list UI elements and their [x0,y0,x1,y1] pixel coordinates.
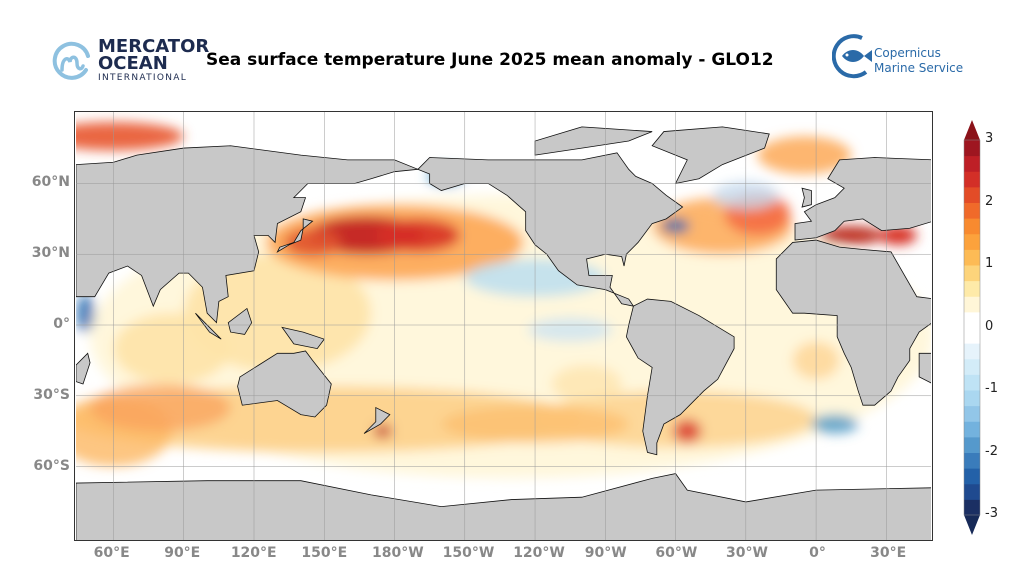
fish-icon [832,34,872,79]
colorbar-step [964,233,980,250]
lon-tick-label: 120°E [230,545,277,561]
lat-tick-label: 60°N [31,173,70,190]
colorbar-tick-label: 3 [985,131,994,146]
colorbar-step [964,436,980,453]
colorbar-step [964,499,980,516]
land-polygon [651,126,770,185]
lon-tick-label: 60°W [655,545,698,561]
colorbar-tick-label: 2 [985,193,994,209]
colorbar-max-arrow [964,120,980,140]
colorbar-step [964,311,980,328]
colorbar-step [964,155,980,172]
anomaly-patch [811,414,859,434]
colorbar-step [964,280,980,297]
colorbar-step [964,186,980,203]
mercator-line1: MERCATOR [98,36,210,57]
map-title: Sea surface temperature June 2025 mean a… [206,50,774,70]
colorbar-step [964,452,980,469]
land-polygon [75,473,932,540]
anomaly-patch [673,419,702,443]
lon-tick-label: 150°W [442,545,495,561]
mercator-line2: OCEAN [98,53,168,74]
lat-tick-label: 0° [53,316,70,332]
anomaly-patch [551,365,622,403]
land-polygon [625,298,735,456]
anomaly-patch [528,317,613,342]
colorbar-step [964,249,980,266]
colorbar-step [964,421,980,438]
lon-tick-label: 30°E [870,545,907,561]
colorbar-step [964,140,980,157]
anomaly-patch [375,218,461,252]
colorbar-tick-label: -3 [985,506,998,521]
colorbar [963,120,981,535]
colorbar-step [964,202,980,219]
lon-tick-label: 150°E [301,545,348,561]
anomaly-patch [75,294,95,333]
anomaly-patch [879,225,917,245]
land-polygon [534,126,653,156]
anomaly-patch [373,424,393,439]
copernicus-logo: Copernicus Marine Service [832,28,992,88]
mercator-ocean-logo: MERCATOR OCEAN INTERNATIONAL [50,38,209,86]
colorbar-step [964,483,980,500]
anomaly-patch [90,383,231,432]
land-masses [75,126,932,540]
colorbar-step [964,296,980,313]
gridlines [75,112,932,540]
lon-tick-label: 60°E [93,545,130,561]
lon-tick-label: 180°W [372,545,424,561]
colorbar-min-arrow [964,515,980,535]
anomaly-patch [757,136,852,175]
land-polygon [281,326,325,350]
lon-tick-label: 30°W [725,545,768,561]
lon-tick-label: 0° [809,545,826,561]
anomaly-patch [75,122,184,151]
lat-tick-label: 30°S [33,387,70,404]
land-polygon [195,312,222,340]
land-polygon [75,352,91,385]
colorbar-step [964,171,980,188]
colorbar-tick-label: -2 [985,443,998,459]
land-polygon [801,187,812,208]
lon-tick-label: 120°W [513,545,565,561]
land-polygon [276,218,314,253]
colorbar-step [964,343,980,360]
colorbar-tick-label: 0 [985,318,994,334]
lon-tick-label: 90°E [164,545,201,561]
colorbar-step [964,390,980,407]
land-polygon [775,239,932,406]
land-polygon [794,157,932,241]
colorbar-step [964,374,980,391]
colorbar-step [964,468,980,485]
colorbar-step [964,218,980,235]
copernicus-line1: Copernicus [874,46,941,60]
anomaly-patch [113,313,231,384]
mercator-wave-icon [52,41,90,80]
sst-anomaly-map [74,111,933,541]
mercator-line3: INTERNATIONAL [98,73,188,83]
land-polygon [417,152,684,307]
colorbar-step [964,327,980,344]
lat-tick-label: 60°S [33,458,70,475]
colorbar-tick-label: 1 [985,256,994,271]
land-polygon [227,307,253,335]
colorbar-tick-label: -1 [985,381,998,396]
copernicus-line2: Marine Service [874,61,964,75]
colorbar-step [964,265,980,282]
land-polygon [918,352,932,384]
colorbar-step [964,405,980,422]
lat-tick-label: 30°N [31,244,70,261]
land-polygon [363,406,391,434]
colorbar-step [964,358,980,375]
lon-tick-label: 90°W [584,545,627,561]
